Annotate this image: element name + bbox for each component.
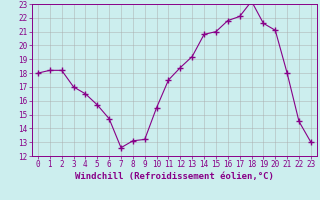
X-axis label: Windchill (Refroidissement éolien,°C): Windchill (Refroidissement éolien,°C) [75,172,274,181]
